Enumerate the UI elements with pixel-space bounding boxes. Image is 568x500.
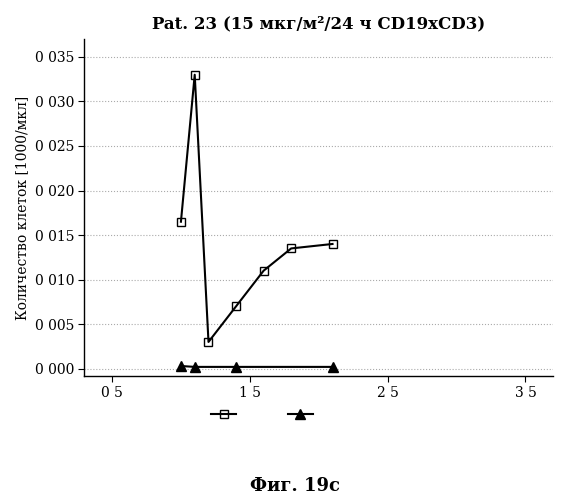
- Y-axis label: Количество клеток [1000/мкл]: Количество клеток [1000/мкл]: [15, 96, 29, 320]
- Title: Pat. 23 (15 мкг/м²/24 ч CD19xCD3): Pat. 23 (15 мкг/м²/24 ч CD19xCD3): [152, 15, 486, 32]
- Legend: , : ,: [206, 404, 319, 427]
- Text: Фиг. 19с: Фиг. 19с: [250, 477, 340, 495]
